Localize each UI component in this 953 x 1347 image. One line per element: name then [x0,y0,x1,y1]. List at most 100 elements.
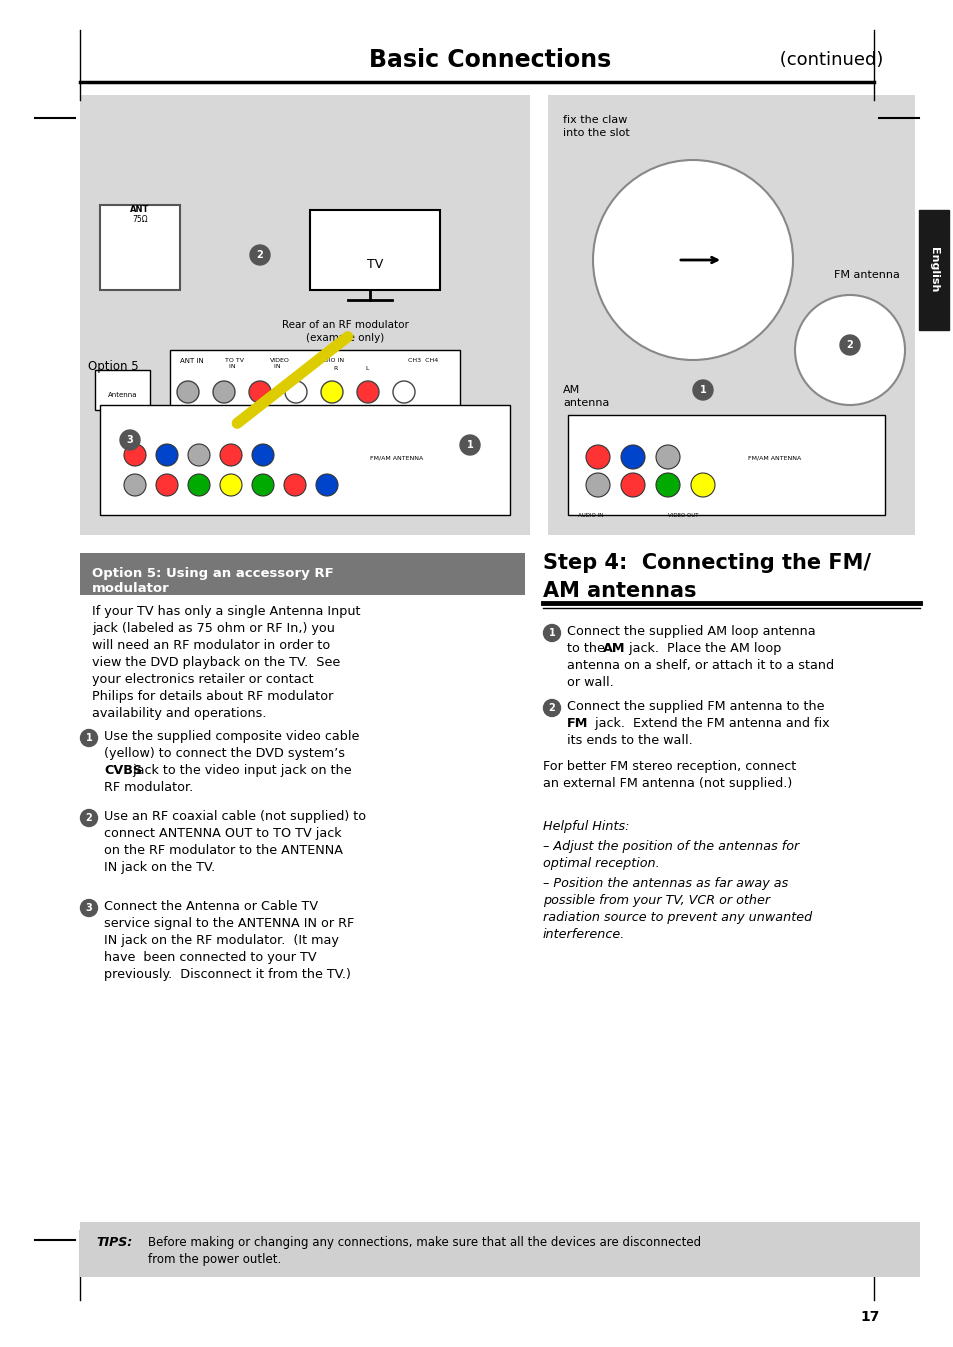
Text: IN jack on the TV.: IN jack on the TV. [104,861,215,874]
Text: 17: 17 [860,1311,879,1324]
Circle shape [593,160,792,360]
Text: (yellow) to connect the DVD system’s: (yellow) to connect the DVD system’s [104,748,345,760]
Text: (example only): (example only) [306,333,384,343]
Text: 2: 2 [845,339,853,350]
Text: its ends to the wall.: its ends to the wall. [566,734,692,748]
Circle shape [252,445,274,466]
Text: AM: AM [602,643,625,655]
Circle shape [80,900,97,916]
Text: AUDIO IN: AUDIO IN [314,358,344,362]
Circle shape [124,445,146,466]
Circle shape [80,810,97,827]
Text: or wall.: or wall. [566,676,613,690]
Circle shape [543,625,560,641]
Text: (continued): (continued) [773,51,882,69]
Text: AM: AM [562,385,579,395]
Text: Helpful Hints:: Helpful Hints: [542,820,629,832]
Text: will need an RF modulator in order to: will need an RF modulator in order to [91,638,330,652]
Text: antenna on a shelf, or attach it to a stand: antenna on a shelf, or attach it to a st… [566,659,833,672]
Text: ANT IN: ANT IN [180,358,204,364]
Text: R: R [333,366,337,370]
Text: have  been connected to your TV: have been connected to your TV [104,951,316,964]
Circle shape [315,474,337,496]
Text: possible from your TV, VCR or other: possible from your TV, VCR or other [542,894,769,907]
Text: 2: 2 [548,703,555,713]
Text: AM antennas: AM antennas [542,581,696,601]
Text: modulator: modulator [91,582,170,595]
Text: previously.  Disconnect it from the TV.): previously. Disconnect it from the TV.) [104,968,351,981]
Text: FM antenna: FM antenna [833,269,899,280]
Text: Connect the Antenna or Cable TV: Connect the Antenna or Cable TV [104,900,317,913]
Circle shape [459,435,479,455]
Text: Step 4:  Connecting the FM/: Step 4: Connecting the FM/ [542,554,870,572]
Circle shape [249,381,271,403]
Bar [310,210,439,290]
Text: 75Ω: 75Ω [132,216,148,224]
Circle shape [620,445,644,469]
Text: Antenna: Antenna [108,392,137,397]
Circle shape [840,335,859,356]
Text: connect ANTENNA OUT to TO TV jack: connect ANTENNA OUT to TO TV jack [104,827,341,841]
Circle shape [320,381,343,403]
Bar [80,554,524,595]
Circle shape [188,474,210,496]
Text: 1: 1 [548,628,555,638]
Text: TO TV
  IN: TO TV IN [225,358,244,369]
Bar [100,205,180,290]
Circle shape [356,381,378,403]
Text: Connect the supplied AM loop antenna: Connect the supplied AM loop antenna [566,625,815,638]
Circle shape [220,474,242,496]
Bar [100,405,510,515]
Circle shape [393,381,415,403]
Circle shape [543,699,560,717]
Text: For better FM stereo reception, connect: For better FM stereo reception, connect [542,760,796,773]
Circle shape [620,473,644,497]
Text: your electronics retailer or contact: your electronics retailer or contact [91,674,314,686]
Text: Option 5: Using an accessory RF: Option 5: Using an accessory RF [91,567,334,581]
Circle shape [213,381,234,403]
Text: 1: 1 [86,733,92,744]
Text: Philips for details about RF modulator: Philips for details about RF modulator [91,690,333,703]
Circle shape [690,473,714,497]
Text: Basic Connections: Basic Connections [369,48,611,71]
Bar [80,96,530,535]
Text: L: L [365,366,368,370]
Text: RF modulator.: RF modulator. [104,781,193,793]
Bar [95,370,150,409]
Text: on the RF modulator to the ANTENNA: on the RF modulator to the ANTENNA [104,845,343,857]
Circle shape [585,445,609,469]
Text: into the slot: into the slot [562,128,629,137]
Circle shape [220,445,242,466]
Text: to the: to the [566,643,608,655]
Text: – Adjust the position of the antennas for: – Adjust the position of the antennas fo… [542,841,799,853]
Text: optimal reception.: optimal reception. [542,857,659,870]
Text: jack.  Place the AM loop: jack. Place the AM loop [624,643,781,655]
Circle shape [124,474,146,496]
Circle shape [80,730,97,746]
Text: VIDEO OUT: VIDEO OUT [667,513,698,519]
Circle shape [585,473,609,497]
Text: an external FM antenna (not supplied.): an external FM antenna (not supplied.) [542,777,791,789]
Bar [547,96,914,535]
Text: 3: 3 [127,435,133,445]
Text: AUDIO IN: AUDIO IN [578,513,602,519]
Text: 1: 1 [699,385,705,395]
Circle shape [188,445,210,466]
Text: jack (labeled as 75 ohm or RF In,) you: jack (labeled as 75 ohm or RF In,) you [91,622,335,634]
Circle shape [177,381,199,403]
Text: TIPS:: TIPS: [96,1237,132,1249]
Text: radiation source to prevent any unwanted: radiation source to prevent any unwanted [542,911,811,924]
Text: – Position the antennas as far away as: – Position the antennas as far away as [542,877,787,890]
Circle shape [656,473,679,497]
Text: jack.  Extend the FM antenna and fix: jack. Extend the FM antenna and fix [590,717,829,730]
Circle shape [692,380,712,400]
Text: If your TV has only a single Antenna Input: If your TV has only a single Antenna Inp… [91,605,360,618]
Text: Option 5: Option 5 [88,360,138,373]
Text: jack to the video input jack on the: jack to the video input jack on the [129,764,351,777]
Bar [170,350,459,415]
Text: CH3  CH4: CH3 CH4 [408,358,437,362]
Bar [80,1222,919,1277]
Circle shape [285,381,307,403]
Circle shape [156,474,178,496]
Text: CVBS: CVBS [104,764,142,777]
